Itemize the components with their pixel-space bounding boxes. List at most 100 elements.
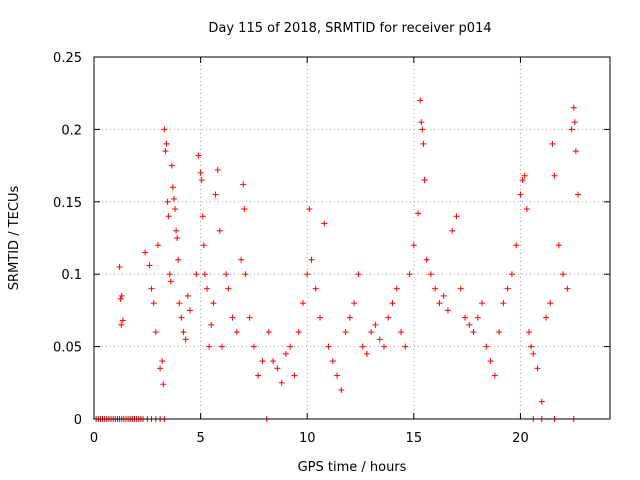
data-point xyxy=(197,169,204,176)
data-point xyxy=(210,300,217,307)
data-point xyxy=(551,172,558,179)
data-point xyxy=(238,256,245,263)
data-point xyxy=(216,227,223,234)
data-point xyxy=(159,358,166,365)
data-point xyxy=(119,317,126,324)
data-point xyxy=(223,271,230,278)
x-tick-label: 10 xyxy=(299,431,316,446)
data-point xyxy=(508,271,515,278)
data-point xyxy=(474,314,481,321)
data-point xyxy=(295,329,302,336)
data-point xyxy=(417,97,424,104)
data-point xyxy=(142,249,149,256)
data-point xyxy=(229,314,236,321)
data-point xyxy=(398,329,405,336)
data-point xyxy=(500,300,507,307)
data-point xyxy=(368,329,375,336)
x-tick-label: 5 xyxy=(196,431,204,446)
data-point xyxy=(163,140,170,147)
data-point xyxy=(291,372,298,379)
data-point xyxy=(568,126,575,133)
y-axis-label: SRMTID / TECUs xyxy=(7,186,22,291)
data-point xyxy=(389,300,396,307)
data-point xyxy=(162,148,169,155)
y-tick-label: 0.1 xyxy=(61,268,82,283)
data-point xyxy=(457,285,464,292)
y-tick-label: 0.15 xyxy=(53,196,82,211)
data-point xyxy=(359,343,366,350)
data-point xyxy=(525,329,532,336)
data-point xyxy=(410,242,417,249)
data-point xyxy=(195,152,202,159)
data-point xyxy=(146,262,153,269)
data-point xyxy=(329,358,336,365)
data-point xyxy=(172,206,179,213)
data-point xyxy=(543,314,550,321)
data-point xyxy=(449,227,456,234)
data-point xyxy=(118,321,125,328)
data-point xyxy=(250,343,257,350)
data-point xyxy=(118,292,125,299)
data-point xyxy=(571,119,578,126)
data-point xyxy=(432,285,439,292)
data-point xyxy=(547,300,554,307)
data-point xyxy=(528,343,535,350)
data-point xyxy=(372,321,379,328)
y-tick-label: 0.05 xyxy=(53,341,82,356)
data-point xyxy=(321,220,328,227)
data-point xyxy=(334,372,341,379)
data-point xyxy=(325,343,332,350)
data-point xyxy=(182,336,189,343)
data-point xyxy=(427,271,434,278)
data-point xyxy=(204,285,211,292)
data-point xyxy=(521,172,528,179)
data-point xyxy=(483,343,490,350)
data-point xyxy=(496,329,503,336)
data-point xyxy=(287,343,294,350)
x-tick-label: 20 xyxy=(512,431,529,446)
data-point xyxy=(479,300,486,307)
data-point xyxy=(317,314,324,321)
data-point xyxy=(363,350,370,357)
data-point xyxy=(176,300,183,307)
data-point xyxy=(246,314,253,321)
data-point xyxy=(312,285,319,292)
data-point xyxy=(208,321,215,328)
data-point xyxy=(233,329,240,336)
data-point xyxy=(160,381,167,388)
data-point xyxy=(466,321,473,328)
data-point xyxy=(265,329,272,336)
data-point xyxy=(519,177,526,184)
data-point xyxy=(308,256,315,263)
data-point xyxy=(423,256,430,263)
data-point xyxy=(517,191,524,198)
data-point xyxy=(538,398,545,405)
data-point xyxy=(564,285,571,292)
data-point xyxy=(242,271,249,278)
data-point xyxy=(199,213,206,220)
data-point xyxy=(180,329,187,336)
grid-lines xyxy=(94,57,610,419)
data-point xyxy=(165,213,172,220)
data-point xyxy=(355,271,362,278)
data-point xyxy=(487,358,494,365)
data-point xyxy=(193,271,200,278)
y-tick-label: 0 xyxy=(74,413,82,428)
data-point xyxy=(393,285,400,292)
data-point xyxy=(513,242,520,249)
data-point xyxy=(436,300,443,307)
data-point xyxy=(164,198,171,205)
data-point xyxy=(462,314,469,321)
data-point xyxy=(415,210,422,217)
data-point xyxy=(200,242,207,249)
data-point xyxy=(167,278,174,285)
data-point xyxy=(346,314,353,321)
data-point xyxy=(306,206,313,213)
data-point xyxy=(169,184,176,191)
data-point xyxy=(549,140,556,147)
axis-ticks: 0 5 10 15 20 0 0.05 0.1 0.15 0.2 0.25 xyxy=(53,51,610,446)
data-point xyxy=(385,314,392,321)
data-point xyxy=(299,300,306,307)
